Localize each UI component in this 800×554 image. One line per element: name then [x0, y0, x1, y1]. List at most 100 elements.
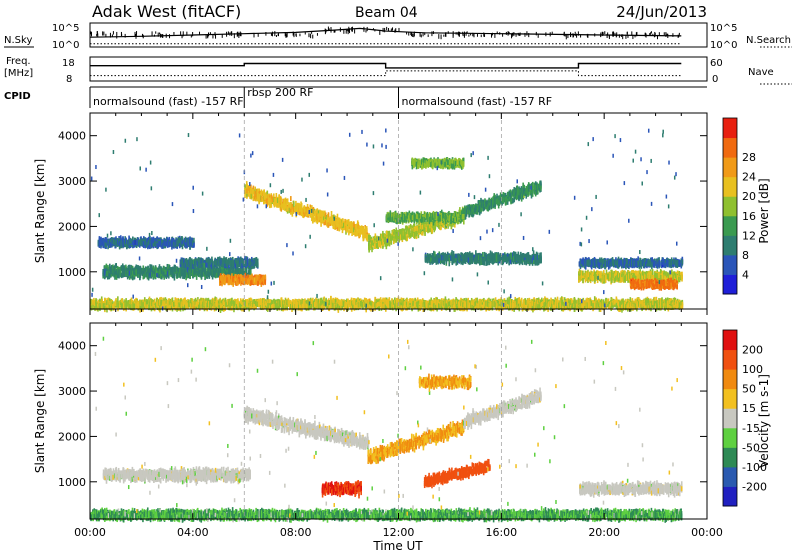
power-cell [178, 237, 180, 242]
nsky-sample [312, 35, 313, 39]
power-cell [167, 243, 169, 248]
nsky-sample [388, 28, 389, 31]
nsky-sample [567, 35, 568, 39]
nsky-sample [524, 33, 525, 37]
nsky-sample [329, 28, 330, 30]
nsky-sample [621, 34, 622, 37]
nsky-sample [272, 32, 273, 37]
noise-tick-left-top: 10^5 [52, 23, 79, 34]
nsky-sample [384, 28, 385, 32]
nsky-sample [299, 34, 300, 37]
nsky-sample [206, 35, 207, 39]
freq-tick-right-top: 60 [710, 58, 723, 69]
nsky-sample [365, 30, 366, 32]
power-cell [195, 258, 197, 263]
power-cell [130, 239, 132, 244]
nsky-sample [580, 35, 581, 38]
nsky-sample [237, 32, 238, 36]
nsky-sample [208, 33, 209, 37]
power-cell [120, 240, 122, 245]
nsky-sample [448, 31, 449, 34]
nsky-sample [636, 32, 637, 36]
noise-tick-left-bottom: 10^0 [52, 40, 79, 51]
nsky-sample [346, 30, 347, 34]
freq-tick-left-top: 18 [62, 58, 75, 69]
nsky-sample [271, 33, 272, 36]
nsky-sample [431, 31, 432, 36]
nsky-sample [667, 34, 668, 38]
power-cell [431, 229, 433, 234]
power-cell [376, 243, 378, 248]
power-cell [218, 272, 220, 277]
nsky-sample [379, 30, 380, 35]
nsky-sample [354, 30, 355, 34]
nsky-sample [392, 27, 393, 30]
power-cell [376, 237, 378, 242]
freq-tick-left-bottom: 8 [66, 74, 72, 85]
power-cell [236, 263, 238, 268]
power-cell [246, 183, 248, 188]
power-cell [182, 268, 184, 273]
nsky-sample [625, 35, 626, 39]
nsky-sample [110, 33, 111, 38]
power-cell [297, 205, 299, 210]
power-cell [105, 243, 107, 248]
nsky-sample [222, 34, 223, 38]
power-cell [416, 226, 418, 231]
power-cell [466, 208, 468, 213]
nsky-sample [664, 32, 665, 35]
power-cell [343, 223, 345, 228]
nsky-sample [616, 32, 617, 36]
nsky-sample [578, 31, 579, 35]
nsky-sample [412, 33, 413, 36]
power-cell [205, 270, 207, 275]
nsky-sample [473, 33, 474, 37]
nsky-sample [305, 32, 306, 34]
power-cell [363, 230, 365, 235]
power-cell [513, 197, 515, 202]
nsky-sample [652, 34, 653, 36]
cpid-segments-group: normalsound (fast) -157 RFrbsp 200 RFnor… [90, 86, 552, 108]
nsky-sample [604, 31, 605, 34]
power-cell [136, 269, 138, 274]
nsky-sample [349, 28, 350, 33]
nsky-sample [609, 35, 610, 38]
freq-panel-frame [90, 57, 707, 81]
power-cell [264, 195, 266, 200]
power-cell [395, 228, 397, 233]
freq-label: Freq. [6, 56, 31, 67]
nsky-sample [421, 34, 422, 37]
nsky-sample [509, 32, 510, 34]
nsky-sample [520, 32, 521, 35]
power-cell [312, 219, 314, 224]
nsky-sample [363, 27, 364, 32]
power-cell [167, 238, 169, 243]
nsky-sample [125, 34, 126, 38]
nsky-sample [97, 33, 98, 36]
nsky-sample [502, 33, 503, 36]
nsky-sample [155, 31, 156, 33]
cpid-segment-label: rbsp 200 RF [247, 86, 313, 99]
power-cell [212, 262, 214, 267]
power-cell [236, 258, 238, 263]
nsky-sample [651, 31, 652, 33]
nsky-label: N.Sky [4, 35, 32, 46]
power-cell [246, 188, 248, 193]
nsky-sample [627, 32, 628, 35]
nsky-sample [607, 32, 608, 35]
power-cell [169, 241, 171, 246]
power-cell [140, 270, 142, 275]
nsky-sample [169, 34, 170, 38]
power-cell [118, 270, 120, 275]
power-cell [491, 200, 493, 205]
nsky-sample [565, 34, 566, 36]
nsky-sample [186, 32, 187, 36]
nsky-sample [467, 31, 468, 33]
nave-label: Nave [748, 67, 774, 78]
nsky-sample [572, 33, 573, 37]
nsky-sample [545, 32, 546, 36]
power-cell [238, 258, 240, 263]
nsky-sample [408, 32, 409, 36]
power-cell [257, 262, 259, 267]
